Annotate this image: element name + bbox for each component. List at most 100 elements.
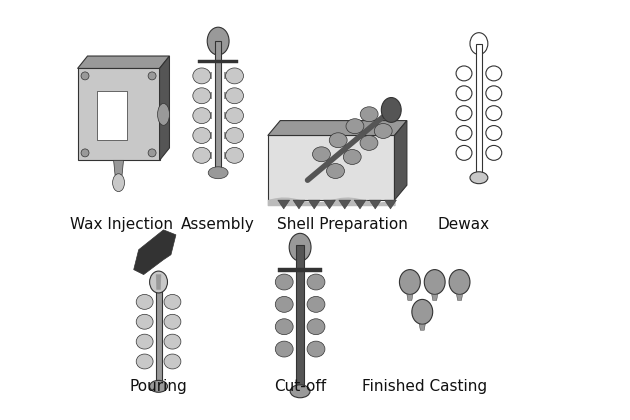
Ellipse shape <box>307 274 325 290</box>
Polygon shape <box>324 200 335 209</box>
Text: Shell Preparation: Shell Preparation <box>277 218 408 232</box>
Bar <box>224 112 229 119</box>
Polygon shape <box>394 121 407 200</box>
Polygon shape <box>77 68 159 160</box>
Ellipse shape <box>456 66 472 81</box>
Polygon shape <box>268 121 407 136</box>
Ellipse shape <box>275 341 293 357</box>
Text: Pouring: Pouring <box>130 379 187 394</box>
Ellipse shape <box>312 147 330 162</box>
Ellipse shape <box>307 319 325 335</box>
Polygon shape <box>369 200 381 209</box>
Ellipse shape <box>486 126 501 140</box>
Bar <box>224 92 229 99</box>
Polygon shape <box>308 200 320 209</box>
Ellipse shape <box>486 66 501 81</box>
Ellipse shape <box>424 270 445 294</box>
Text: Wax Injection: Wax Injection <box>70 218 173 232</box>
Ellipse shape <box>456 106 472 121</box>
Ellipse shape <box>193 108 210 123</box>
Ellipse shape <box>149 271 168 293</box>
Bar <box>156 284 161 384</box>
Ellipse shape <box>329 133 347 148</box>
Ellipse shape <box>275 274 293 290</box>
Ellipse shape <box>193 128 210 144</box>
Ellipse shape <box>226 108 243 123</box>
Text: Finished Casting: Finished Casting <box>362 379 487 394</box>
Bar <box>215 41 221 175</box>
Ellipse shape <box>307 297 325 312</box>
Polygon shape <box>293 200 305 209</box>
Ellipse shape <box>226 88 243 104</box>
Ellipse shape <box>399 270 420 294</box>
Bar <box>208 112 212 119</box>
Bar <box>278 268 323 272</box>
Polygon shape <box>268 136 394 200</box>
Ellipse shape <box>289 234 311 261</box>
Polygon shape <box>339 200 351 209</box>
Text: Cut-off: Cut-off <box>274 379 326 394</box>
Bar <box>224 72 229 79</box>
Ellipse shape <box>164 314 181 329</box>
Text: Assembly: Assembly <box>181 218 255 232</box>
Circle shape <box>148 149 156 157</box>
Ellipse shape <box>164 354 181 369</box>
Ellipse shape <box>486 86 501 101</box>
Polygon shape <box>420 324 425 330</box>
Polygon shape <box>384 200 396 209</box>
Bar <box>198 60 238 63</box>
Ellipse shape <box>360 107 378 122</box>
Ellipse shape <box>207 27 229 55</box>
Circle shape <box>81 149 89 157</box>
Ellipse shape <box>275 319 293 335</box>
Ellipse shape <box>193 147 210 163</box>
Text: Dewax: Dewax <box>438 218 490 232</box>
Polygon shape <box>159 56 169 160</box>
Ellipse shape <box>412 299 433 324</box>
Circle shape <box>81 72 89 80</box>
Ellipse shape <box>226 147 243 163</box>
Ellipse shape <box>360 136 378 150</box>
Ellipse shape <box>346 119 364 134</box>
Ellipse shape <box>381 97 401 122</box>
Ellipse shape <box>470 33 488 55</box>
Ellipse shape <box>193 68 210 84</box>
Bar <box>224 152 229 159</box>
Ellipse shape <box>149 381 168 392</box>
Polygon shape <box>134 230 176 275</box>
Ellipse shape <box>164 334 181 349</box>
Circle shape <box>148 72 156 80</box>
Ellipse shape <box>113 174 125 192</box>
Polygon shape <box>457 294 462 300</box>
Ellipse shape <box>486 145 501 160</box>
Ellipse shape <box>290 385 310 398</box>
Ellipse shape <box>486 106 501 121</box>
Polygon shape <box>354 200 366 209</box>
Ellipse shape <box>136 334 153 349</box>
Ellipse shape <box>275 297 293 312</box>
Ellipse shape <box>326 163 345 178</box>
Ellipse shape <box>208 167 228 178</box>
Ellipse shape <box>136 294 153 310</box>
Bar <box>208 92 212 99</box>
Ellipse shape <box>307 341 325 357</box>
Polygon shape <box>113 160 123 175</box>
Ellipse shape <box>164 294 181 310</box>
Polygon shape <box>432 294 438 300</box>
Bar <box>296 245 304 389</box>
Bar <box>224 132 229 139</box>
Ellipse shape <box>374 123 392 139</box>
Bar <box>208 152 212 159</box>
Ellipse shape <box>343 150 361 164</box>
Ellipse shape <box>470 172 488 184</box>
Polygon shape <box>407 294 413 300</box>
Ellipse shape <box>136 314 153 329</box>
Bar <box>476 44 482 180</box>
Bar <box>208 72 212 79</box>
Polygon shape <box>77 56 169 68</box>
Ellipse shape <box>449 270 470 294</box>
Bar <box>208 132 212 139</box>
Bar <box>98 91 127 140</box>
Ellipse shape <box>226 128 243 144</box>
Ellipse shape <box>193 88 210 104</box>
